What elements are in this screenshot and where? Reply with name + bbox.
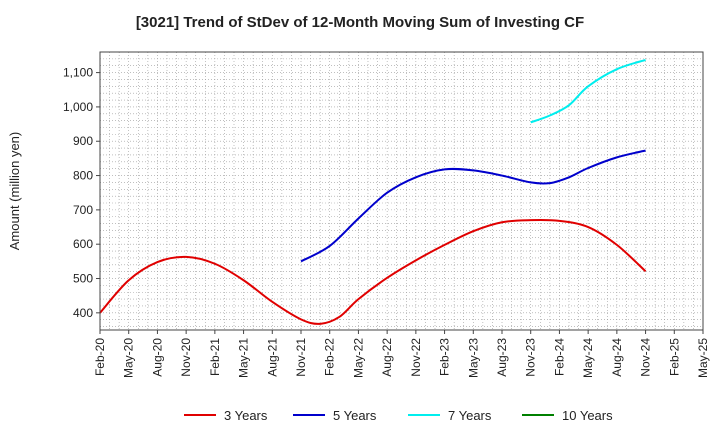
x-tick-label: Nov-24 bbox=[639, 338, 653, 377]
legend-label: 7 Years bbox=[448, 408, 492, 423]
legend: 3 Years 5 Years 7 Years 10 Years bbox=[184, 408, 613, 423]
x-tick-label: Nov-23 bbox=[524, 338, 538, 377]
plot-frame bbox=[99, 51, 704, 331]
y-tick-label: 500 bbox=[73, 272, 93, 286]
chart-title: [3021] Trend of StDev of 12-Month Moving… bbox=[135, 14, 585, 31]
y-tick-label: 600 bbox=[73, 237, 93, 251]
x-tick-label: May-20 bbox=[122, 338, 136, 378]
x-tick-label: Nov-21 bbox=[294, 338, 308, 377]
y-tick-label: 800 bbox=[73, 169, 93, 183]
x-tick-label: Feb-25 bbox=[667, 338, 681, 376]
series-line-3 bbox=[530, 58, 646, 124]
series-line-2 bbox=[300, 149, 646, 263]
y-tick-label: 1,000 bbox=[63, 100, 93, 114]
x-tick-label: Feb-23 bbox=[438, 338, 452, 376]
x-tick-labels: Feb-20 May-20 Aug-20 Nov-20 Feb-21 May-21 Aug-… bbox=[93, 330, 710, 378]
x-tick-label: Aug-21 bbox=[265, 338, 279, 377]
x-tick-label: Feb-22 bbox=[323, 338, 337, 376]
x-tick-label: May-25 bbox=[696, 338, 710, 378]
grid-layer bbox=[99, 51, 704, 330]
x-tick-label: May-22 bbox=[351, 338, 365, 378]
x-tick-label: Feb-21 bbox=[208, 338, 222, 376]
y-tick-label: 700 bbox=[73, 203, 93, 217]
y-axis-title: Amount (million yen) bbox=[7, 132, 22, 251]
x-tick-label: Aug-23 bbox=[495, 338, 509, 377]
x-tick-label: Feb-24 bbox=[552, 338, 566, 376]
x-tick-label: Aug-20 bbox=[150, 338, 164, 377]
legend-label: 5 Years bbox=[333, 408, 377, 423]
y-tick-label: 900 bbox=[73, 134, 93, 148]
x-tick-label: Aug-22 bbox=[380, 338, 394, 377]
x-tick-label: Nov-20 bbox=[179, 338, 193, 377]
series-layer bbox=[99, 58, 647, 325]
series-line-1 bbox=[99, 218, 647, 325]
x-tick-label: Nov-22 bbox=[409, 338, 423, 377]
y-tick-label: 400 bbox=[73, 306, 93, 320]
y-tick-labels: 400 500 600 700 800 900 1,000 1,100 bbox=[63, 66, 100, 320]
legend-label: 3 Years bbox=[224, 408, 268, 423]
x-tick-label: May-21 bbox=[237, 338, 251, 378]
x-tick-label: May-23 bbox=[466, 338, 480, 378]
x-tick-label: Aug-24 bbox=[610, 338, 624, 377]
legend-label: 10 Years bbox=[562, 408, 613, 423]
x-tick-label: May-24 bbox=[581, 338, 595, 378]
y-tick-label: 1,100 bbox=[63, 66, 93, 80]
x-tick-label: Feb-20 bbox=[93, 338, 107, 376]
